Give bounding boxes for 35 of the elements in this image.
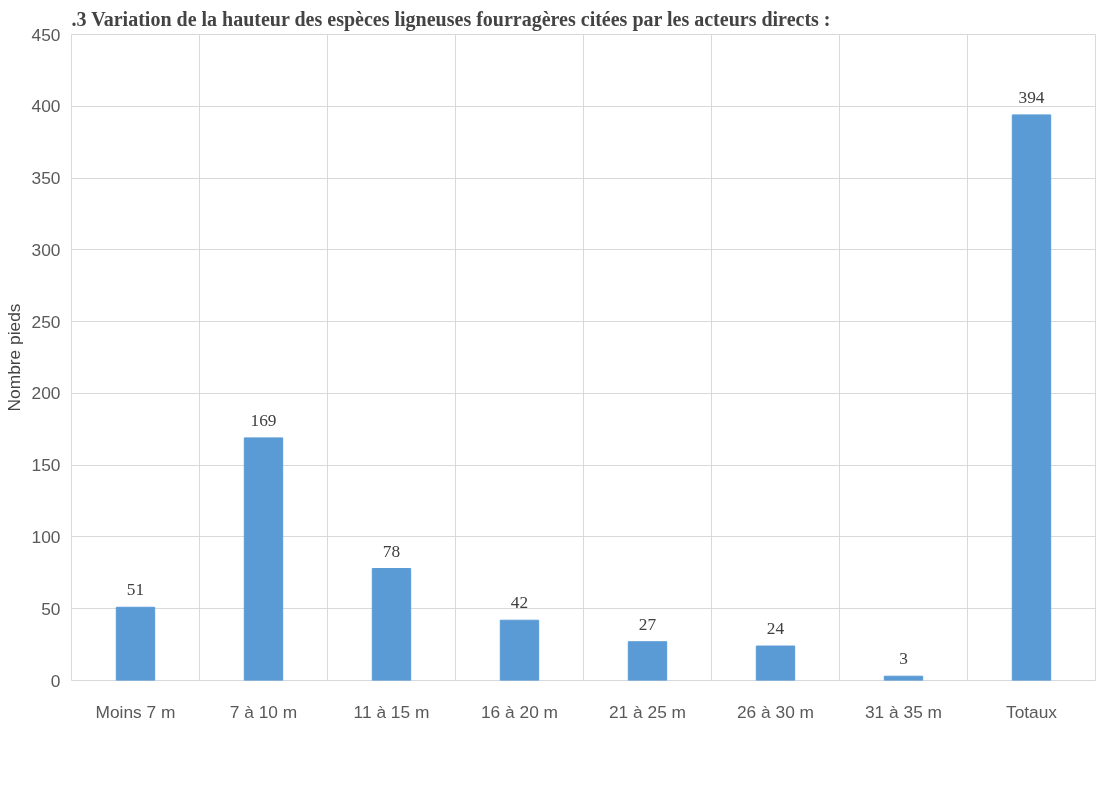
data-label: 42 (510, 593, 529, 613)
bar (1011, 114, 1052, 681)
x-tick-label: 31 à 35 m (864, 701, 943, 722)
x-tick-label: 16 à 20 m (480, 701, 559, 722)
data-label: 24 (766, 619, 785, 639)
data-label: 394 (1018, 87, 1045, 107)
bar (243, 437, 284, 681)
x-tick-label: 7 à 10 m (229, 701, 298, 722)
y-tick-label: 0 (50, 670, 61, 691)
y-tick-label: 350 (31, 168, 61, 189)
data-label: 169 (250, 410, 277, 430)
chart-title: .3 Variation de la hauteur des espèces ligneuses fourragères citées par les acteurs directs : (71, 7, 831, 31)
data-label: 27 (638, 614, 657, 634)
y-tick-label: 300 (31, 239, 61, 260)
y-tick-label: 250 (31, 311, 61, 332)
x-tick-label: Totaux (1005, 701, 1058, 722)
data-label: 3 (899, 649, 908, 669)
y-tick-label: 450 (31, 24, 61, 45)
bar (627, 641, 668, 681)
bar (371, 568, 412, 681)
y-tick-label: 50 (41, 598, 61, 619)
data-label: 78 (382, 541, 401, 561)
y-axis-title: Nombre pieds (3, 303, 24, 412)
x-tick-label: 21 à 25 m (608, 701, 687, 722)
y-tick-label: 400 (31, 96, 61, 117)
bar (115, 606, 156, 681)
y-tick-label: 200 (31, 383, 61, 404)
x-tick-label: 11 à 15 m (353, 701, 430, 722)
x-tick-label: 26 à 30 m (736, 701, 815, 722)
x-tick-label: Moins 7 m (95, 701, 176, 722)
data-label: 51 (126, 580, 145, 600)
y-tick-label: 150 (31, 455, 61, 476)
bar (499, 619, 540, 681)
y-tick-label: 100 (31, 526, 61, 547)
bar (755, 645, 796, 681)
